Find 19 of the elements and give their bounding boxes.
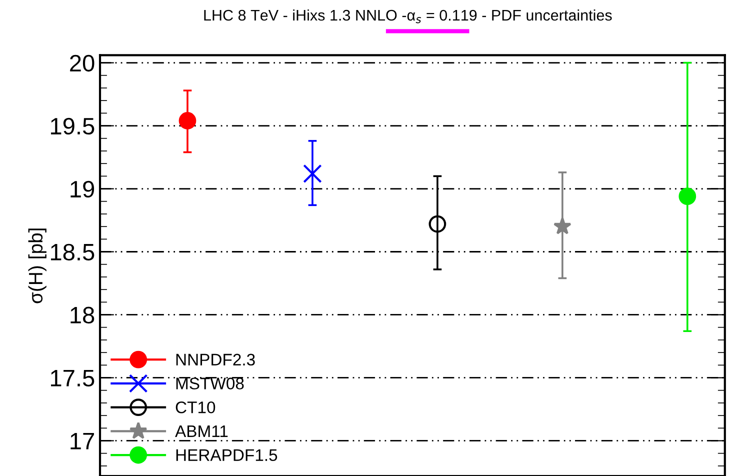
point bbox=[303, 164, 322, 184]
point bbox=[678, 188, 696, 205]
legend-label: HERAPDF1.5 bbox=[176, 449, 278, 462]
y-tick-label: 20 bbox=[70, 54, 94, 72]
point bbox=[428, 215, 446, 233]
point bbox=[553, 217, 572, 234]
legend-label: CT10 bbox=[176, 401, 216, 414]
legend-label: ABM11 bbox=[175, 426, 228, 438]
y-axis-title: σ(H) [pb] bbox=[28, 228, 46, 304]
legend-label: NNPDF2.3 bbox=[176, 354, 255, 366]
y-tick-label: 17 bbox=[70, 433, 94, 450]
y-tick-label: 18.5 bbox=[51, 244, 94, 261]
legend-label: MSTW08 bbox=[176, 378, 244, 390]
y-tick-label: 17.5 bbox=[51, 370, 94, 387]
y-tick-label: 18 bbox=[70, 306, 94, 324]
y-tick-label: 19.5 bbox=[51, 118, 94, 135]
chart-title: LHC 8 TeV - iHixs 1.3 NNLO -α$_{s}$ = 0.119 - PDF uncertainties bbox=[204, 9, 612, 24]
y-tick-label: 19 bbox=[70, 180, 94, 198]
point bbox=[178, 112, 196, 130]
